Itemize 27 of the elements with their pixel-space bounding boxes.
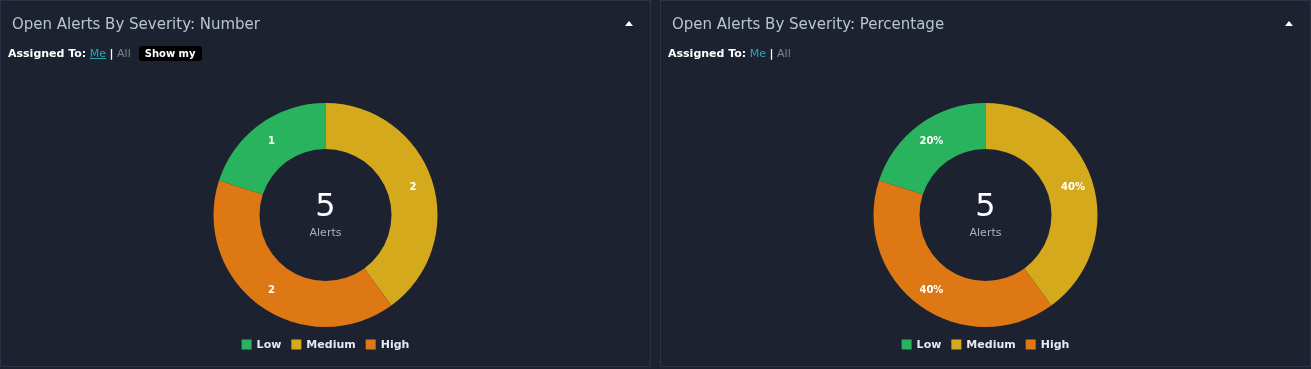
legend-label: High (380, 338, 410, 351)
data-label: 40% (919, 283, 944, 295)
text: All (777, 47, 791, 60)
legend-label: High (1040, 338, 1070, 351)
text: | (769, 47, 774, 60)
chart-title: Open Alerts By Severity: Percentage (672, 15, 945, 33)
text: Show my (138, 46, 202, 61)
data-label: 2 (267, 283, 275, 295)
text: Me (89, 47, 107, 60)
text: Assigned To: (668, 47, 747, 60)
legend-label: Low (916, 338, 942, 351)
text: All (117, 47, 131, 60)
text: Me (749, 47, 767, 60)
data-label: 40% (1061, 181, 1085, 193)
legend-label: Low (256, 338, 282, 351)
data-label: 2 (409, 181, 417, 193)
legend-label: Medium (306, 338, 356, 351)
text: Alerts (969, 226, 1002, 239)
data-label: 20% (919, 135, 944, 147)
chart-title: Open Alerts By Severity: Number (12, 15, 260, 33)
text: Assigned To: (8, 47, 87, 60)
text: 5 (975, 186, 996, 224)
text: Alerts (309, 226, 342, 239)
legend-label: Medium (966, 338, 1016, 351)
text: | (109, 47, 114, 60)
text: 5 (315, 186, 336, 224)
data-label: 1 (267, 135, 275, 147)
